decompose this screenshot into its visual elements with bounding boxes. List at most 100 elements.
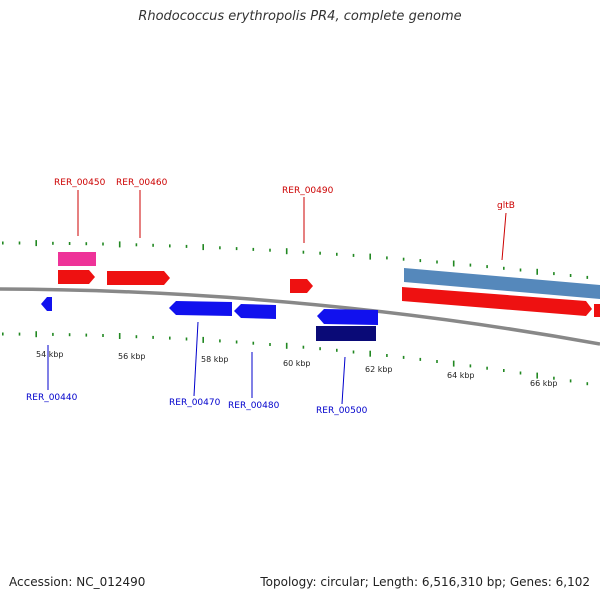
major-tick — [285, 248, 288, 255]
gene-rer-00450-marker[interactable] — [58, 252, 96, 266]
scale-tick-label: 62 kbp — [365, 365, 393, 374]
minor-tick — [519, 268, 522, 272]
minor-tick — [402, 355, 405, 359]
minor-tick — [68, 242, 71, 245]
gene-rer-00480[interactable] — [234, 304, 276, 319]
minor-tick — [152, 335, 154, 339]
minor-tick — [336, 348, 338, 352]
minor-tick — [336, 252, 338, 256]
major-tick — [369, 253, 371, 260]
minor-tick — [402, 257, 405, 261]
minor-tick — [569, 274, 572, 277]
gene-rer-00500[interactable] — [317, 309, 378, 325]
gene-label-rer-00470[interactable]: RER_00470 — [169, 398, 221, 408]
gene-rer-00490[interactable] — [290, 279, 313, 293]
gene-label-gltb[interactable]: gltB — [497, 201, 515, 211]
scale-tick-label: 56 kbp — [118, 352, 146, 361]
minor-tick — [169, 244, 171, 248]
minor-tick — [85, 333, 88, 337]
minor-tick — [569, 379, 572, 383]
minor-tick — [352, 253, 355, 257]
gene-label-rer-00480[interactable]: RER_00480 — [228, 401, 280, 411]
major-tick — [202, 336, 204, 343]
minor-tick — [319, 347, 321, 351]
genome-backbone — [0, 287, 600, 346]
gene-label-rer-00460[interactable]: RER_00460 — [116, 178, 168, 188]
minor-tick — [135, 243, 138, 247]
minor-tick — [102, 242, 104, 246]
major-tick — [35, 240, 37, 247]
gene-label-rer-00450[interactable]: RER_00450 — [54, 178, 106, 188]
major-tick — [536, 372, 538, 379]
scale-tick-label: 58 kbp — [201, 355, 229, 364]
minor-tick — [486, 366, 488, 370]
major-tick — [536, 268, 538, 275]
minor-tick — [302, 345, 305, 349]
minor-tick — [135, 335, 138, 339]
minor-tick — [469, 263, 472, 267]
minor-tick — [52, 332, 54, 336]
upper-tick-row — [2, 240, 589, 279]
minor-tick — [235, 340, 238, 344]
minor-tick — [252, 341, 255, 345]
minor-tick — [185, 337, 188, 341]
major-tick — [118, 333, 121, 339]
scale-tick-label: 54 kbp — [36, 350, 64, 359]
minor-tick — [436, 260, 438, 264]
minor-tick — [219, 246, 221, 250]
minor-tick — [586, 275, 589, 279]
minor-tick — [553, 376, 555, 380]
minor-tick — [269, 343, 271, 346]
gene-rer-00500-marker[interactable] — [316, 326, 376, 341]
major-tick — [35, 331, 37, 338]
major-tick — [369, 350, 371, 357]
minor-tick — [169, 336, 171, 340]
scale-tick-label: 60 kbp — [283, 359, 311, 368]
minor-tick — [419, 357, 422, 361]
minor-tick — [2, 332, 4, 336]
minor-tick — [269, 248, 271, 252]
minor-tick — [2, 241, 4, 245]
major-tick — [452, 260, 455, 267]
genome-info-text: Topology: circular; Length: 6,516,310 bp… — [260, 575, 590, 589]
minor-tick — [102, 334, 104, 337]
gene-label-rer-00490[interactable]: RER_00490 — [282, 186, 334, 196]
gene-rer-00460[interactable] — [107, 271, 170, 285]
minor-tick — [503, 266, 505, 270]
gene-rer-00470[interactable] — [169, 301, 232, 316]
minor-tick — [436, 360, 438, 363]
gene-rer-00450[interactable] — [58, 270, 95, 284]
gene-label-rer-00500[interactable]: RER_00500 — [316, 406, 368, 416]
minor-tick — [386, 256, 388, 260]
gene-gltb[interactable] — [402, 287, 592, 316]
minor-tick — [235, 247, 238, 251]
minor-tick — [152, 243, 154, 247]
minor-tick — [503, 369, 505, 372]
lower-tick-row — [2, 331, 589, 386]
operon-bar[interactable] — [404, 268, 600, 299]
gene-label-rer-00440[interactable]: RER_00440 — [26, 393, 78, 403]
scale-tick-label: 64 kbp — [447, 371, 475, 380]
major-tick — [202, 244, 204, 251]
minor-tick — [352, 350, 355, 354]
scale-tick-label: 66 kbp — [530, 379, 558, 388]
minor-tick — [52, 241, 54, 245]
major-tick — [118, 241, 121, 248]
minor-tick — [586, 382, 589, 386]
major-tick — [452, 360, 455, 367]
minor-tick — [18, 241, 21, 245]
minor-tick — [219, 339, 221, 343]
minor-tick — [319, 251, 321, 255]
minor-tick — [18, 332, 21, 336]
accession-text: Accession: NC_012490 — [9, 575, 146, 589]
minor-tick — [302, 250, 305, 254]
minor-tick — [185, 244, 188, 248]
minor-tick — [519, 371, 522, 375]
minor-tick — [85, 242, 88, 246]
minor-tick — [68, 333, 71, 337]
gene-gltb-next[interactable] — [594, 304, 600, 317]
gene-rer-00440[interactable] — [41, 297, 52, 311]
minor-tick — [553, 272, 555, 276]
genome-title: Rhodococcus erythropolis PR4, complete g… — [138, 9, 462, 24]
